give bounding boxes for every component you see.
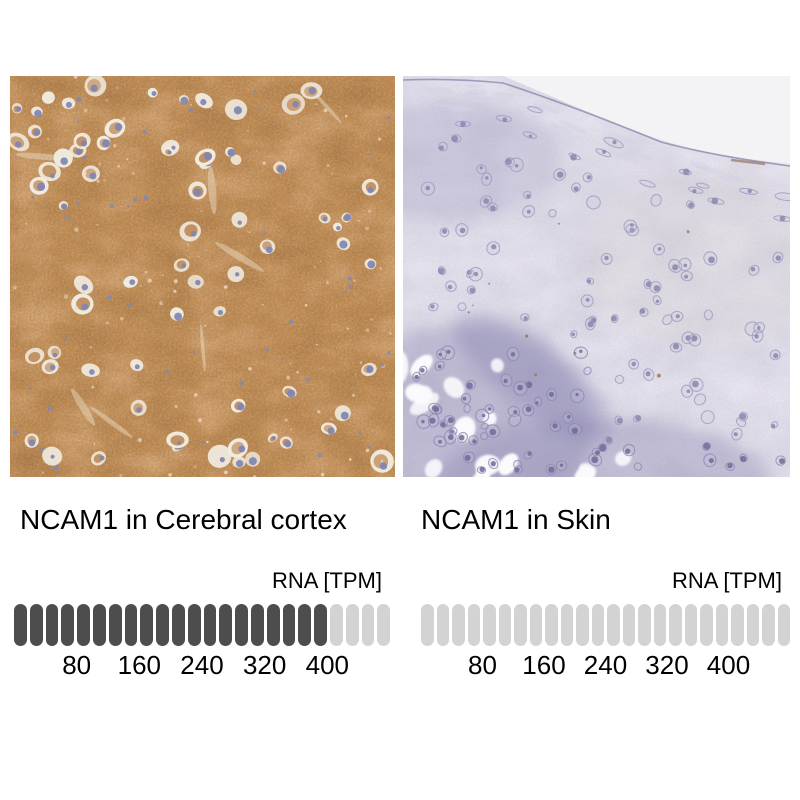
tpm-segment-empty	[622, 604, 635, 646]
tpm-segment-empty	[777, 604, 790, 646]
axis-tick-label: 80	[62, 650, 92, 680]
tpm-segment-filled	[14, 604, 27, 646]
tpm-segment-empty	[436, 604, 449, 646]
ihc-image-cerebral-cortex	[10, 76, 395, 477]
tpm-segment-filled	[282, 604, 296, 646]
panel-title-skin: NCAM1 in Skin	[421, 504, 611, 535]
tpm-axis: 80 160 240 320 400	[421, 650, 790, 682]
axis-tick-label: 400	[305, 650, 350, 680]
axis-tick-label: 320	[645, 650, 689, 680]
rna-unit-label: RNA [TPM]	[271, 568, 382, 593]
tpm-segment-filled	[171, 604, 185, 646]
tpm-segment-filled	[314, 604, 327, 646]
tpm-segment-filled	[250, 604, 264, 646]
tpm-segment-filled	[219, 604, 233, 646]
tpm-segment-filled	[29, 604, 43, 646]
tpm-segment-empty	[669, 604, 682, 646]
tpm-segment-empty	[746, 604, 759, 646]
tpm-segment-filled	[266, 604, 280, 646]
tpm-segment-empty	[514, 604, 527, 646]
tpm-segment-empty	[715, 604, 728, 646]
tpm-segment-empty	[361, 604, 375, 646]
tpm-segment-filled	[298, 604, 312, 646]
skin-micrograph	[403, 76, 790, 477]
tpm-segment-empty	[529, 604, 542, 646]
tpm-segment-filled	[61, 604, 75, 646]
tpm-segment-empty	[452, 604, 465, 646]
cortex-cell-layer	[10, 76, 395, 477]
tpm-segment-empty	[545, 604, 558, 646]
tpm-segment-empty	[653, 604, 666, 646]
epidermis-surface-line	[403, 78, 790, 167]
tpm-segment-empty	[329, 604, 343, 646]
tpm-segment-empty	[498, 604, 511, 646]
ihc-image-skin	[403, 76, 790, 477]
tpm-segment-empty	[684, 604, 697, 646]
tpm-segment-filled	[92, 604, 106, 646]
axis-tick-label: 240	[180, 650, 224, 680]
axis-tick-label: 160	[117, 650, 162, 680]
tpm-segment-bar	[421, 604, 790, 646]
tpm-segment-empty	[638, 604, 651, 646]
panel-title-cerebral-cortex: NCAM1 in Cerebral cortex	[20, 504, 347, 535]
surface-debris-line	[730, 158, 766, 166]
tpm-segment-filled	[124, 604, 138, 646]
tpm-segment-empty	[345, 604, 359, 646]
tpm-segment-empty	[560, 604, 573, 646]
axis-tick-label: 240	[583, 650, 628, 680]
tpm-segment-empty	[421, 604, 434, 646]
tpm-segment-empty	[483, 604, 496, 646]
tpm-segment-empty	[377, 604, 391, 646]
tpm-segment-filled	[108, 604, 122, 646]
tpm-segment-empty	[700, 604, 713, 646]
tpm-segment-filled	[203, 604, 217, 646]
rna-expression-chart-skin: RNA [TPM] 80 160 240 320 400	[421, 568, 790, 682]
tpm-segment-filled	[235, 604, 248, 646]
skin-cell-layer	[412, 84, 790, 476]
tpm-segment-empty	[731, 604, 744, 646]
axis-tick-label: 80	[468, 650, 497, 680]
tpm-segment-filled	[45, 604, 59, 646]
tpm-segment-filled	[156, 604, 169, 646]
rna-unit-label: RNA [TPM]	[671, 568, 782, 593]
axis-tick-label: 160	[522, 650, 566, 680]
tpm-segment-empty	[607, 604, 620, 646]
tpm-segment-filled	[140, 604, 154, 646]
tpm-segment-bar	[14, 604, 391, 646]
rna-expression-chart-cerebral-cortex: RNA [TPM] 80 160 240 320 400	[14, 568, 391, 682]
tpm-segment-empty	[591, 604, 604, 646]
axis-tick-label: 320	[242, 650, 287, 680]
tpm-axis: 80 160 240 320 400	[14, 650, 390, 682]
slide-background-region	[503, 76, 790, 164]
tpm-segment-filled	[77, 604, 90, 646]
tpm-segment-empty	[762, 604, 775, 646]
tpm-segment-empty	[467, 604, 480, 646]
cerebral-cortex-micrograph	[10, 76, 395, 477]
tpm-segment-filled	[187, 604, 201, 646]
tpm-segment-empty	[576, 604, 589, 646]
axis-tick-label: 400	[706, 650, 751, 680]
